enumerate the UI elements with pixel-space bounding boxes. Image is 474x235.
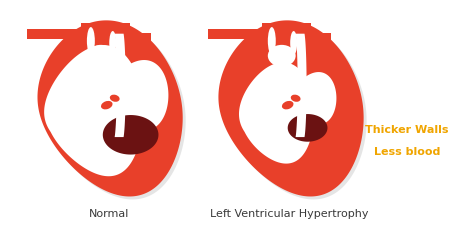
Polygon shape <box>219 20 364 196</box>
Ellipse shape <box>291 95 301 102</box>
Polygon shape <box>221 23 366 200</box>
Polygon shape <box>81 23 91 61</box>
Polygon shape <box>40 23 186 200</box>
Ellipse shape <box>109 31 116 55</box>
Polygon shape <box>44 45 144 176</box>
Polygon shape <box>27 29 82 39</box>
Polygon shape <box>37 20 182 196</box>
Ellipse shape <box>110 95 119 102</box>
Ellipse shape <box>278 148 286 155</box>
Polygon shape <box>292 72 337 124</box>
Polygon shape <box>296 34 307 137</box>
Polygon shape <box>109 60 168 130</box>
Ellipse shape <box>268 45 296 67</box>
Polygon shape <box>103 115 158 155</box>
Ellipse shape <box>87 45 115 67</box>
Ellipse shape <box>290 31 297 55</box>
Ellipse shape <box>101 101 112 109</box>
Text: Thicker Walls: Thicker Walls <box>365 125 449 135</box>
Ellipse shape <box>87 27 95 55</box>
Ellipse shape <box>268 27 276 55</box>
Polygon shape <box>262 23 272 61</box>
Polygon shape <box>310 33 331 41</box>
Polygon shape <box>288 114 328 142</box>
Text: Left Ventricular Hypertrophy: Left Ventricular Hypertrophy <box>210 209 369 219</box>
Polygon shape <box>282 21 290 49</box>
Polygon shape <box>121 23 129 55</box>
Text: Less blood: Less blood <box>374 147 440 157</box>
Polygon shape <box>101 21 109 49</box>
Polygon shape <box>128 33 151 41</box>
Ellipse shape <box>265 144 275 152</box>
Polygon shape <box>239 62 315 164</box>
Text: Normal: Normal <box>89 209 129 219</box>
Ellipse shape <box>282 101 293 109</box>
Polygon shape <box>208 29 263 39</box>
Polygon shape <box>301 23 310 55</box>
Ellipse shape <box>84 144 94 152</box>
Polygon shape <box>115 34 126 137</box>
Ellipse shape <box>97 148 105 155</box>
